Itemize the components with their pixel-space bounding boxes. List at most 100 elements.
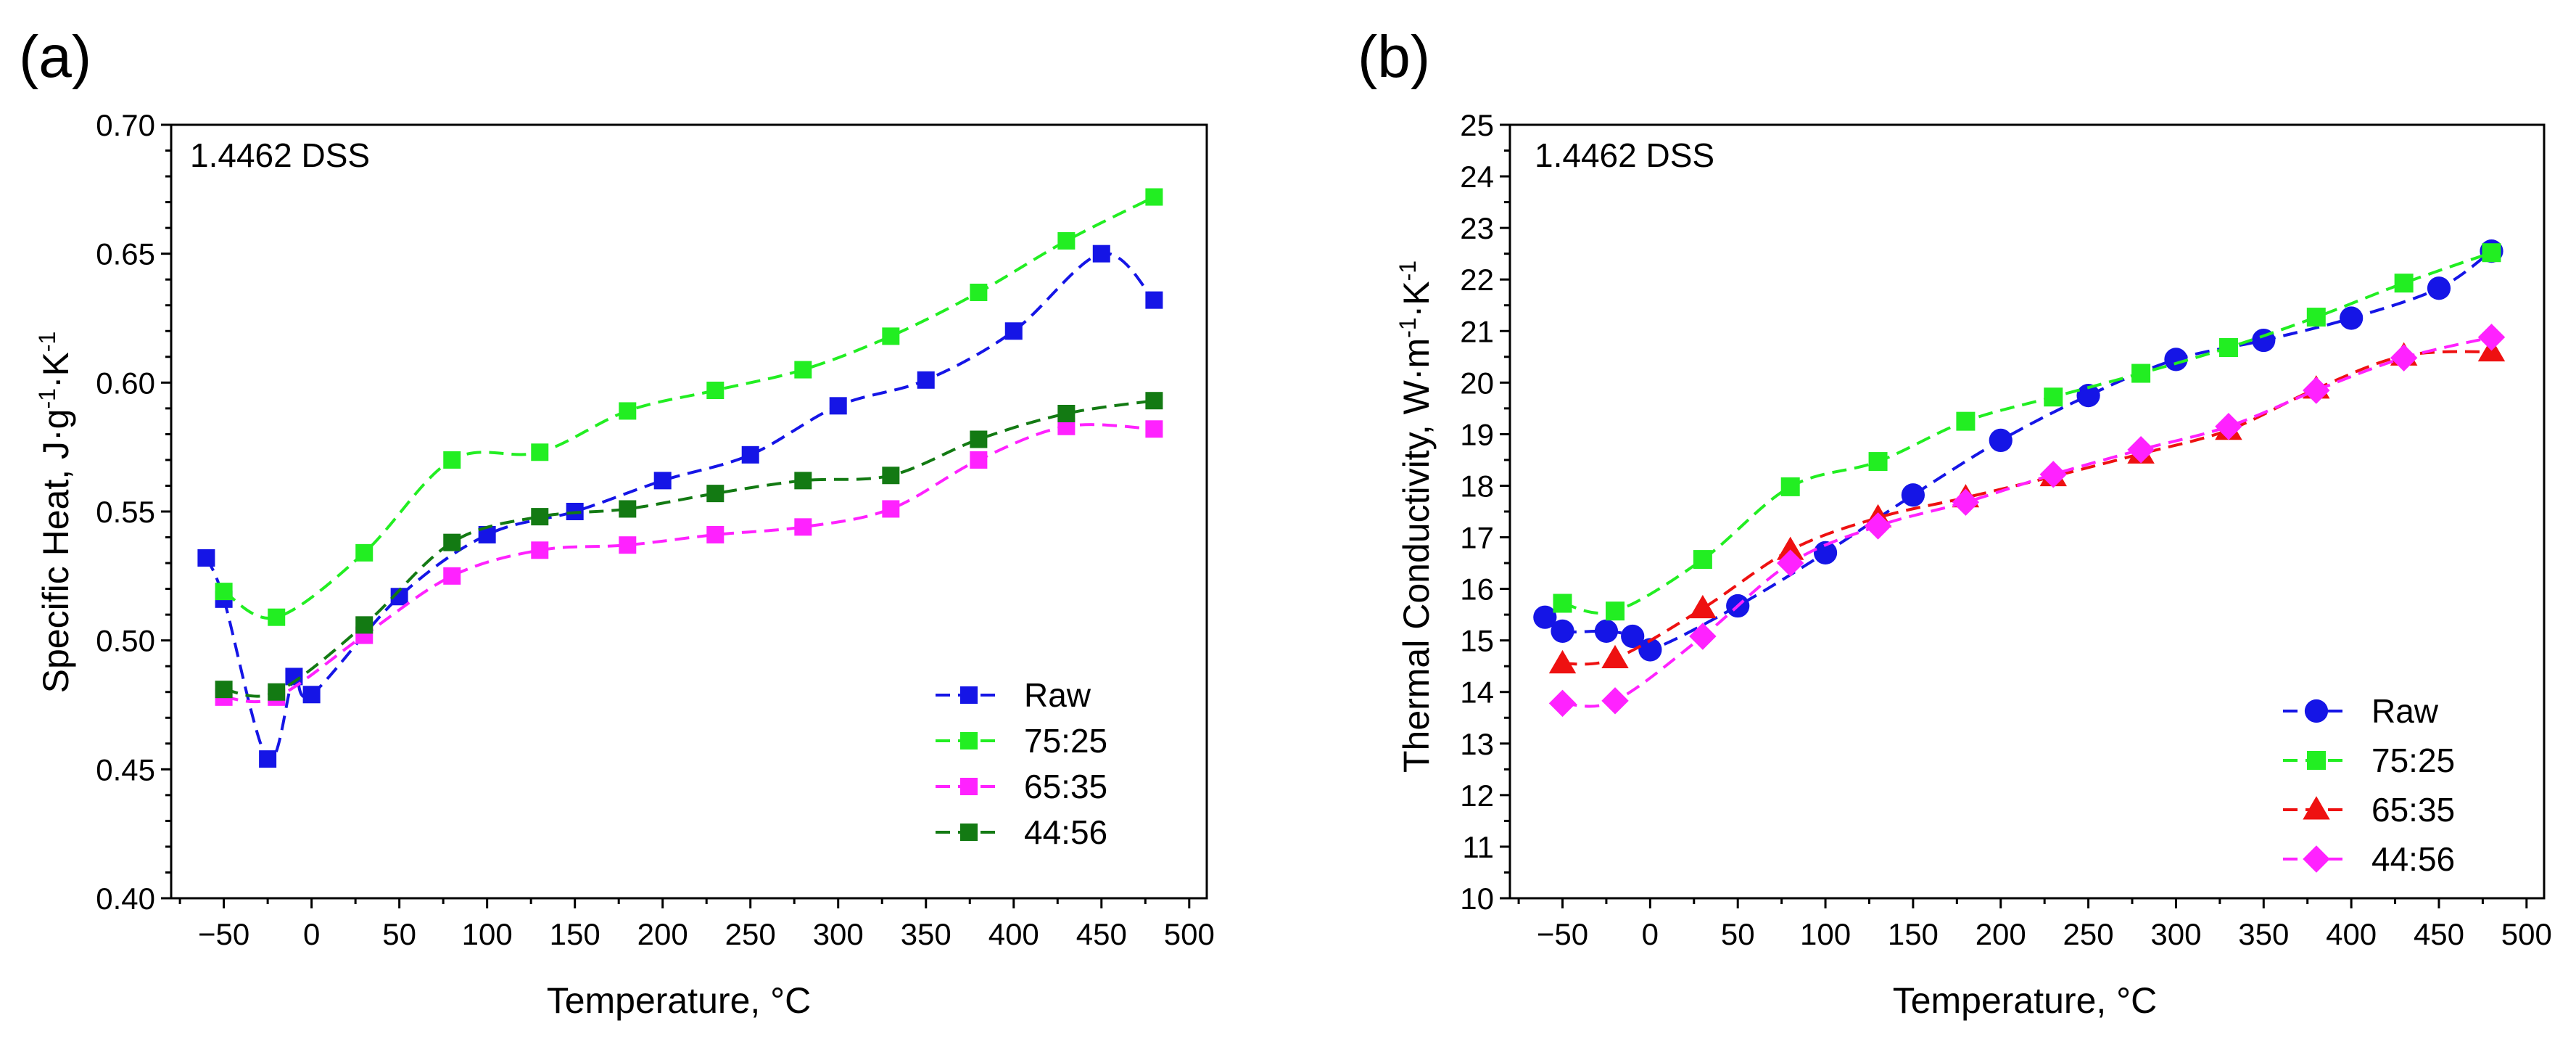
panel-b-data-point: [1551, 619, 1574, 643]
panel-a-data-point: [619, 402, 637, 420]
panel-b-data-point: [1533, 605, 1557, 629]
panel-b-x-axis-label: Temperature, °C: [1893, 980, 2158, 1021]
panel-b-data-point: [2215, 413, 2242, 440]
panel-a-data-point: [1145, 392, 1163, 410]
panel-b-data-point: [1601, 644, 1629, 669]
panel-a-y-axis-label: Specific Heat, J·g-1·K-1: [34, 332, 76, 694]
panel-b-y-tick-label: 19: [1460, 417, 1494, 451]
panel-a-data-point: [917, 371, 935, 389]
panel-b-data-point: [2477, 324, 2506, 351]
panel-a-data-point: [531, 443, 549, 461]
panel-a-data-point: [215, 583, 233, 601]
panel-b-y-tick-label: 21: [1460, 314, 1494, 348]
panel-a-data-point: [794, 361, 812, 379]
panel-b-data-point: [2039, 461, 2067, 488]
panel-b-y-tick-label: 18: [1460, 469, 1494, 503]
panel-a-ylabel-sup2: -1: [34, 332, 60, 352]
panel-a-legend-marker: [960, 824, 978, 841]
panel-b-data-point: [2427, 276, 2451, 300]
panel-a-x-tick-label: 500: [1164, 917, 1215, 951]
panel-a-series-2: [215, 417, 1163, 706]
panel-b-y-tick-label: 15: [1460, 624, 1494, 658]
panel-a-legend-marker: [960, 732, 978, 750]
panel-a-data-point: [1145, 291, 1163, 309]
panel-b-data-point: [2131, 364, 2151, 383]
chart-panel-a: (a) −50 0 50 100 150 200 250 300 350 400 450 500 0.4…: [19, 24, 1215, 1021]
panel-b-ylabel-sup1: -1: [1395, 317, 1421, 337]
panel-b-annotation: 1.4462 DSS: [1535, 136, 1714, 174]
panel-b-series-1: [1553, 243, 2501, 621]
panel-a-data-point: [882, 467, 900, 485]
panel-a-legend-label: Raw: [1024, 676, 1091, 714]
panel-b-data-point: [1780, 477, 1800, 496]
panel-b-data-point: [1548, 649, 1577, 674]
panel-a-data-point: [706, 485, 724, 503]
panel-a-data-point: [706, 381, 724, 399]
panel-b-data-point: [1606, 601, 1625, 621]
panel-b-letter: (b): [1358, 24, 1430, 90]
panel-a-y-tick-label: 0.45: [96, 752, 155, 787]
panel-a-x-tick-label: 300: [813, 917, 864, 951]
panel-b-y-tick-label: 25: [1460, 108, 1494, 142]
panel-b-data-point: [1952, 488, 1980, 516]
panel-b-ylabel-sup2: -1: [1395, 260, 1421, 281]
panel-a-x-tick-label: 150: [550, 917, 600, 951]
panel-b-data-point: [1776, 536, 1804, 560]
panel-b-x-tick-label: 200: [1976, 917, 2026, 951]
panel-b-data-point: [1601, 687, 1629, 715]
panel-a-data-point: [531, 508, 549, 526]
panel-b-data-point: [1693, 550, 1712, 570]
panel-b-legend-label: 75:25: [2371, 742, 2455, 779]
panel-b-y-tick-label: 22: [1460, 263, 1494, 297]
panel-b-series-line: [1562, 251, 2493, 615]
panel-b-data-point: [1864, 512, 1892, 540]
panel-b-y-tick-label: 14: [1460, 675, 1494, 710]
panel-b-legend-marker: [2303, 845, 2330, 873]
panel-b-y-axis-label: Thermal Conductivity, W·m-1·K-1: [1395, 260, 1437, 773]
panel-b-y-tick-label: 16: [1460, 572, 1494, 607]
panel-a-legend-label: 65:35: [1024, 768, 1107, 805]
panel-a-x-tick-label: 200: [637, 917, 688, 951]
panel-b-x-tick-label: 350: [2238, 917, 2289, 951]
panel-a-x-tick-label: 100: [462, 917, 513, 951]
panel-a-data-point: [531, 541, 549, 559]
panel-a-data-point: [882, 327, 900, 345]
panel-a-legend-label: 44:56: [1024, 813, 1107, 851]
panel-b-series-line: [1562, 335, 2492, 708]
panel-a-data-point: [443, 567, 461, 585]
panel-a-data-point: [970, 283, 988, 301]
panel-a-data-point: [443, 451, 461, 469]
panel-b-data-point: [1813, 541, 1838, 564]
panel-a-data-point: [215, 681, 233, 699]
panel-b-data-point: [1553, 594, 1572, 613]
panel-a-data-point: [882, 500, 900, 518]
panel-a-data-point: [1145, 420, 1163, 438]
panel-a-y-tick-label: 0.40: [96, 882, 155, 916]
panel-a-legend: Raw 75:25 65:35 44:56: [936, 676, 1107, 851]
panel-a-data-point: [970, 451, 988, 469]
panel-a-x-tick-label: 450: [1076, 917, 1127, 951]
panel-a-data-point: [653, 472, 672, 490]
panel-a-data-point: [268, 683, 286, 701]
panel-a-data-point: [268, 608, 286, 626]
panel-b-legend-label: Raw: [2371, 692, 2439, 730]
panel-b-x-tick-label: 250: [2063, 917, 2114, 951]
panel-b-y-tick-label: 13: [1460, 727, 1494, 761]
panel-b-y-tick-label: 20: [1460, 366, 1494, 400]
panel-b-data-point: [2306, 308, 2326, 327]
panel-b-y-tick-label: 24: [1460, 160, 1494, 194]
panel-b-data-point: [2390, 344, 2418, 371]
panel-a-y-tick-label: 0.65: [96, 237, 155, 271]
panel-a-data-point: [302, 686, 321, 704]
panel-a-data-point: [355, 616, 373, 634]
panel-b-x-tick-label: 500: [2501, 917, 2552, 951]
panel-a-series-3: [215, 392, 1163, 701]
panel-b-y-tick-label: 17: [1460, 521, 1494, 555]
panel-b-y-tick-label: 11: [1462, 830, 1494, 864]
panel-a-data-point: [794, 518, 812, 536]
panel-b-series-0: [1533, 239, 2503, 662]
panel-a-ylabel-sup1: -1: [34, 388, 60, 408]
panel-b-data-point: [2044, 387, 2063, 407]
panel-a-data-point: [619, 500, 637, 518]
